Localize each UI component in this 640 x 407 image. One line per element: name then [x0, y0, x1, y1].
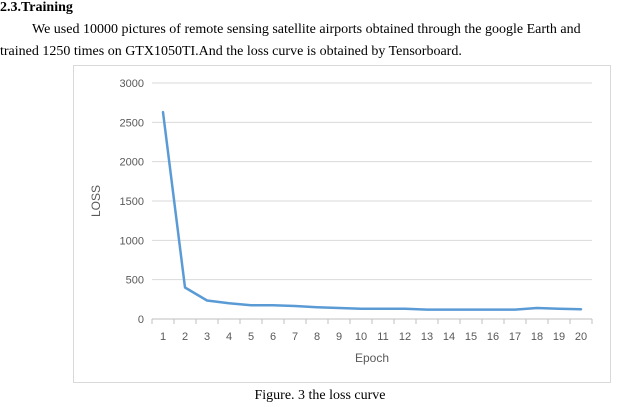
x-tick-label: 2 [182, 331, 188, 343]
x-tick-label: 15 [465, 331, 477, 343]
x-tick-label: 17 [509, 331, 521, 343]
figure-caption: Figure. 3 the loss curve [254, 388, 386, 403]
x-tick-label: 12 [399, 331, 411, 343]
x-tick-label: 19 [553, 331, 565, 343]
y-tick-label: 500 [126, 275, 144, 287]
x-tick-labels: 1 2 3 4 5 6 7 8 9 10 11 12 13 14 15 16 17 18 19 20 [160, 331, 587, 343]
x-tick-label: 20 [575, 331, 587, 343]
y-tick-label: 0 [138, 314, 144, 326]
x-tick-label: 10 [355, 331, 367, 343]
x-tick-label: 8 [314, 331, 320, 343]
x-tick-label: 18 [531, 331, 543, 343]
x-tick-marks [151, 319, 593, 324]
paragraph-line-1: We used 10000 pictures of remote sensing… [32, 22, 581, 37]
x-tick-label: 6 [270, 331, 276, 343]
x-tick-label: 1 [160, 331, 166, 343]
section-heading: 2.3.Training [0, 0, 73, 15]
x-tick-label: 4 [226, 331, 232, 343]
y-tick-label: 2500 [120, 117, 144, 129]
x-tick-label: 3 [204, 331, 210, 343]
x-tick-label: 11 [377, 331, 388, 343]
x-tick-label: 14 [443, 331, 455, 343]
x-tick-label: 16 [487, 331, 499, 343]
x-tick-label: 7 [292, 331, 298, 343]
paragraph-line-2: trained 1250 times on GTX1050TI.And the … [0, 44, 462, 59]
y-tick-labels: 0 500 1000 1500 2000 2500 3000 [120, 78, 144, 326]
y-tick-label: 3000 [120, 78, 144, 90]
y-axis-title: LOSS [89, 185, 103, 217]
x-tick-label: 5 [248, 331, 254, 343]
y-tick-label: 1500 [120, 196, 144, 208]
grid-lines [152, 82, 592, 281]
x-tick-label: 13 [421, 331, 433, 343]
y-tick-label: 2000 [120, 157, 144, 169]
x-tick-label: 9 [336, 331, 342, 343]
loss-series-line [161, 110, 583, 311]
x-axis-title: Epoch [355, 351, 389, 365]
loss-curve-figure: 0 500 1000 1500 2000 2500 3000 1 2 3 4 5 6 7 8 9 10 11 12… [73, 65, 611, 383]
y-tick-label: 1000 [120, 235, 144, 247]
